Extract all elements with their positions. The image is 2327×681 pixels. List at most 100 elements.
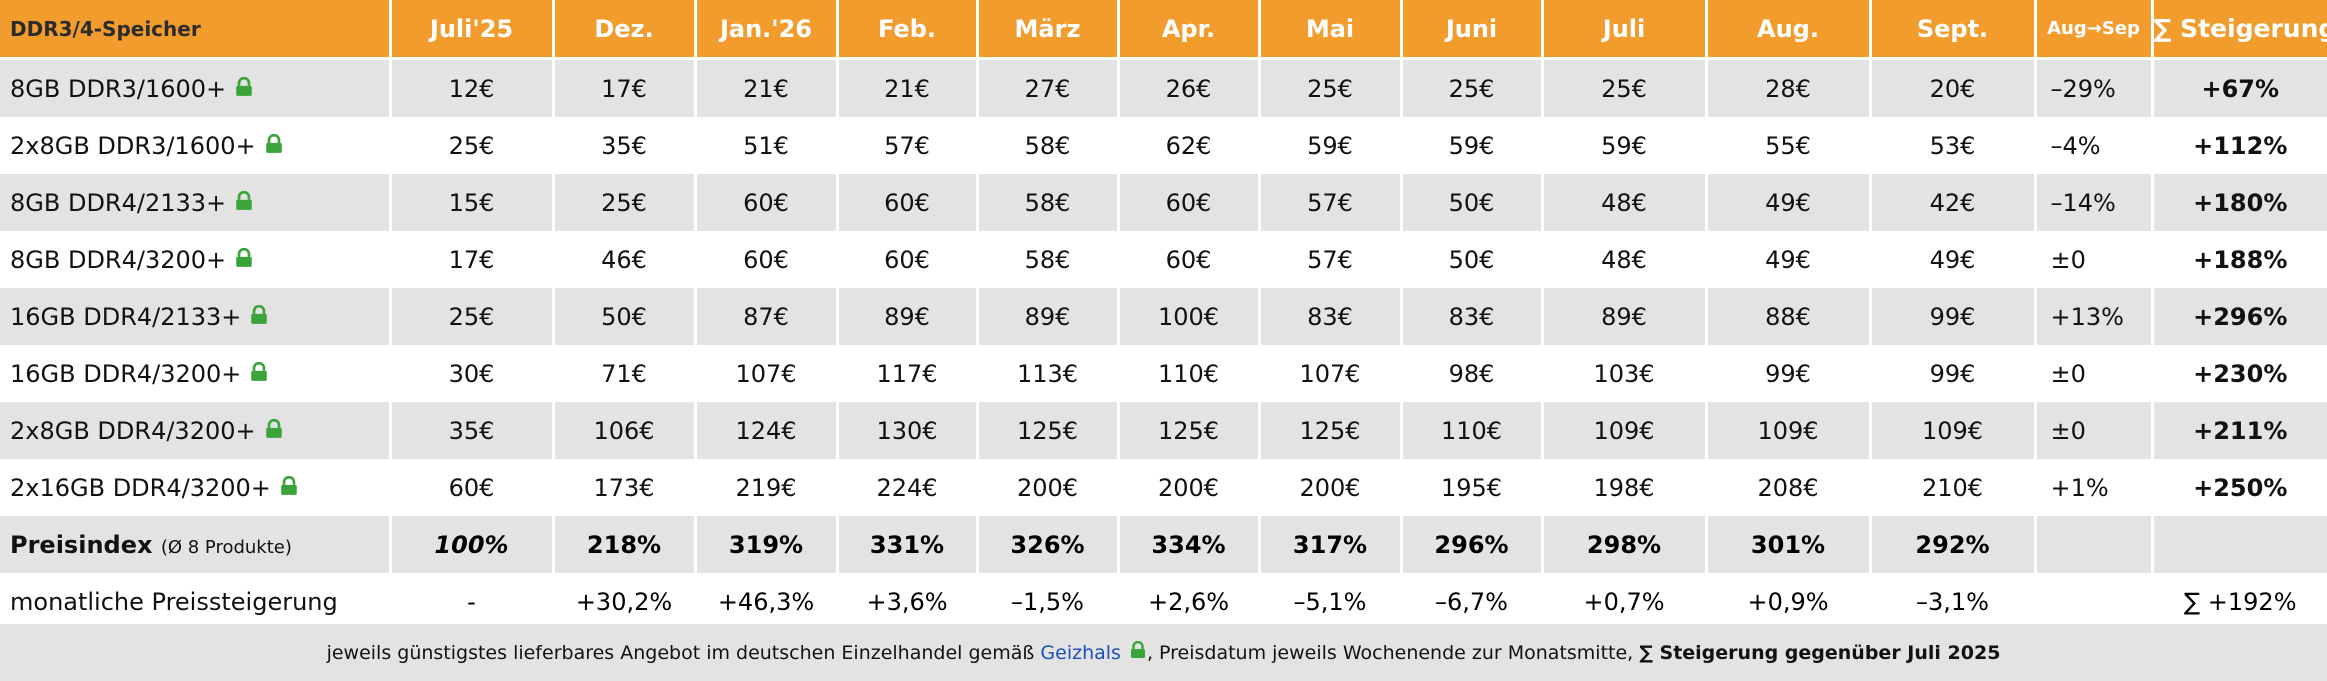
- sum-cell: +188%: [2152, 231, 2327, 288]
- price-cell: 110€: [1118, 345, 1261, 402]
- lock-icon: [265, 133, 282, 153]
- sum-cell: +67%: [2152, 58, 2327, 117]
- index-sub: (Ø 8 Produkte): [160, 536, 292, 558]
- price-cell: 21€: [837, 58, 979, 117]
- price-cell: 124€: [695, 402, 839, 459]
- product-link[interactable]: 2x8GB DDR4/3200+: [10, 416, 256, 445]
- price-cell: 99€: [1870, 345, 2037, 402]
- product-cell: 2x8GB DDR4/3200+: [0, 402, 392, 459]
- header-month: Aug.: [1706, 0, 1872, 60]
- price-cell: 20€: [1870, 58, 2037, 117]
- product-link[interactable]: 8GB DDR4/3200+: [10, 245, 227, 274]
- monthly-label: monatliche Preissteigerung: [0, 573, 392, 630]
- empty-cell: [2035, 516, 2154, 573]
- change-cell: +13%: [2035, 288, 2154, 345]
- index-label: Preisindex: [10, 530, 153, 559]
- price-cell: 21€: [695, 58, 839, 117]
- price-cell: 110€: [1401, 402, 1544, 459]
- price-cell: 106€: [553, 402, 697, 459]
- product-link[interactable]: 2x16GB DDR4/3200+: [10, 473, 271, 502]
- header-row: DDR3/4-Speicher Juli'25 Dez. Jan.'26 Feb…: [0, 0, 2327, 60]
- price-cell: 55€: [1706, 117, 1872, 174]
- price-cell: 109€: [1542, 402, 1708, 459]
- price-cell: 50€: [1401, 174, 1544, 231]
- price-cell: 173€: [553, 459, 697, 516]
- monthly-cell: +3,6%: [837, 573, 979, 630]
- price-cell: 60€: [695, 174, 839, 231]
- price-cell: 99€: [1870, 288, 2037, 345]
- price-cell: 49€: [1706, 174, 1872, 231]
- monthly-cell: –5,1%: [1259, 573, 1403, 630]
- monthly-cell: +2,6%: [1118, 573, 1261, 630]
- price-cell: 117€: [837, 345, 979, 402]
- price-cell: 99€: [1706, 345, 1872, 402]
- product-link[interactable]: 16GB DDR4/3200+: [10, 359, 242, 388]
- product-link[interactable]: 16GB DDR4/2133+: [10, 302, 242, 331]
- price-cell: 58€: [977, 174, 1120, 231]
- price-cell: 15€: [390, 174, 555, 231]
- price-cell: 60€: [837, 174, 979, 231]
- price-cell: 100€: [1118, 288, 1261, 345]
- monthly-row: monatliche Preissteigerung - +30,2% +46,3% +…: [0, 573, 2327, 630]
- price-cell: 60€: [1118, 174, 1261, 231]
- index-cell: 100%: [390, 516, 555, 573]
- index-row: Preisindex (Ø 8 Produkte) 100% 218% 319% 331…: [0, 516, 2327, 573]
- price-cell: 57€: [1259, 231, 1403, 288]
- price-cell: 25€: [390, 117, 555, 174]
- price-cell: 35€: [390, 402, 555, 459]
- header-month: Dez.: [553, 0, 697, 60]
- index-cell: 319%: [695, 516, 839, 573]
- table-row: 8GB DDR3/1600+ 12€ 17€ 21€ 21€ 27€ 26€ 25€ 25€ 25…: [0, 58, 2327, 117]
- product-cell: 2x16GB DDR4/3200+: [0, 459, 392, 516]
- table-row: 16GB DDR4/3200+ 30€ 71€ 107€ 117€ 113€ 110€ 107…: [0, 345, 2327, 402]
- change-cell: –14%: [2035, 174, 2154, 231]
- price-cell: 210€: [1870, 459, 2037, 516]
- table-row: 16GB DDR4/2133+ 25€ 50€ 87€ 89€ 89€ 100€ 83€ 83€…: [0, 288, 2327, 345]
- header-month: Jan.'26: [695, 0, 839, 60]
- price-cell: 200€: [1259, 459, 1403, 516]
- header-product: DDR3/4-Speicher: [0, 0, 392, 60]
- sum-cell: +250%: [2152, 459, 2327, 516]
- price-cell: 28€: [1706, 58, 1872, 117]
- price-cell: 60€: [1118, 231, 1261, 288]
- lock-icon: [1130, 640, 1145, 658]
- price-cell: 30€: [390, 345, 555, 402]
- header-change: Aug→Sep: [2035, 0, 2154, 60]
- price-cell: 27€: [977, 58, 1120, 117]
- price-cell: 107€: [1259, 345, 1403, 402]
- footer-note: jeweils günstigstes lieferbares Angebot …: [0, 624, 2327, 681]
- monthly-cell: –6,7%: [1401, 573, 1544, 630]
- price-cell: 125€: [1259, 402, 1403, 459]
- price-cell: 12€: [390, 58, 555, 117]
- index-cell: 298%: [1542, 516, 1708, 573]
- product-link[interactable]: 8GB DDR4/2133+: [10, 188, 227, 217]
- price-cell: 224€: [837, 459, 979, 516]
- price-cell: 60€: [390, 459, 555, 516]
- lock-icon: [265, 418, 282, 438]
- price-cell: 25€: [1401, 58, 1544, 117]
- price-cell: 49€: [1706, 231, 1872, 288]
- header-month: Juli: [1542, 0, 1708, 60]
- geizhals-link[interactable]: Geizhals: [1040, 641, 1121, 664]
- price-cell: 195€: [1401, 459, 1544, 516]
- table-row: 2x8GB DDR4/3200+ 35€ 106€ 124€ 130€ 125€ 125€ 1…: [0, 402, 2327, 459]
- lock-icon: [236, 190, 252, 210]
- price-cell: 59€: [1259, 117, 1403, 174]
- index-cell: 296%: [1401, 516, 1544, 573]
- product-cell: 8GB DDR4/2133+: [0, 174, 392, 231]
- product-link[interactable]: 8GB DDR3/1600+: [10, 74, 227, 103]
- price-cell: 51€: [695, 117, 839, 174]
- product-cell: 16GB DDR4/2133+: [0, 288, 392, 345]
- price-cell: 87€: [695, 288, 839, 345]
- table-row: 8GB DDR4/2133+ 15€ 25€ 60€ 60€ 58€ 60€ 57€ 50€ 48…: [0, 174, 2327, 231]
- price-cell: 25€: [1542, 58, 1708, 117]
- change-cell: –29%: [2035, 58, 2154, 117]
- price-cell: 53€: [1870, 117, 2037, 174]
- header-month: Juli'25: [390, 0, 555, 60]
- price-cell: 208€: [1706, 459, 1872, 516]
- table-row: 8GB DDR4/3200+ 17€ 46€ 60€ 60€ 58€ 60€ 57€ 50€ 48…: [0, 231, 2327, 288]
- monthly-cell: +0,7%: [1542, 573, 1708, 630]
- price-cell: 26€: [1118, 58, 1261, 117]
- product-link[interactable]: 2x8GB DDR3/1600+: [10, 131, 256, 160]
